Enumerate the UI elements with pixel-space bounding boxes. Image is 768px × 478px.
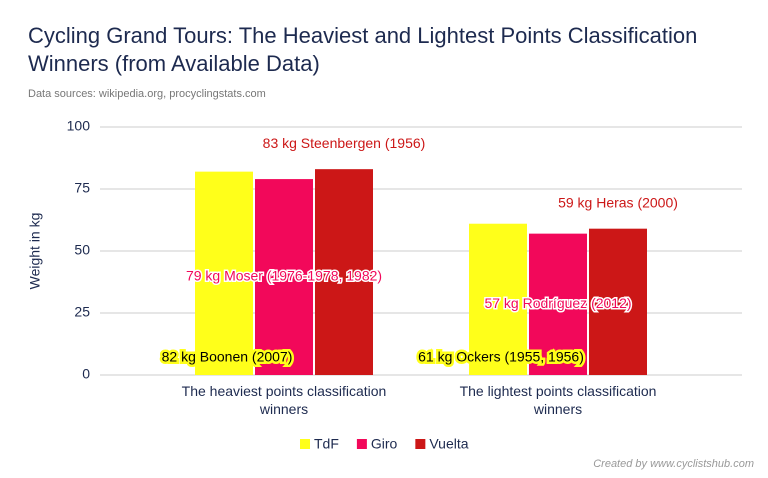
legend-label: Vuelta: [429, 436, 468, 452]
legend-label: TdF: [314, 436, 339, 452]
chart-subtitle: Data sources: wikipedia.org, procyclings…: [28, 88, 266, 100]
y-tick-label: 25: [74, 304, 90, 320]
legend-swatch: [415, 439, 426, 449]
bar: [195, 171, 253, 375]
y-tick-label: 100: [67, 118, 91, 134]
data-label: 61 kg Ockers (1955, 1956): [418, 349, 584, 365]
y-axis-label: Weight in kg: [27, 213, 43, 290]
y-tick-label: 50: [74, 242, 90, 258]
y-tick-label: 0: [82, 366, 90, 382]
data-label: 79 kg Moser (1976-1978, 1982): [186, 268, 382, 284]
credit: Created by www.cyclistshub.com: [593, 458, 754, 470]
x-tick-label-line: winners: [533, 401, 582, 417]
legend-swatch: [356, 439, 367, 449]
x-tick-label-line: The heaviest points classification: [182, 383, 387, 399]
legend-swatch: [300, 439, 310, 449]
x-tick-label-line: winners: [259, 401, 308, 417]
legend-label: Giro: [371, 436, 398, 452]
y-tick-label: 75: [74, 180, 90, 196]
chart-title: Cycling Grand Tours: The Heaviest and Li…: [28, 23, 698, 76]
data-label: 57 kg Rodríguez (2012): [484, 295, 631, 311]
x-tick-label-line: The lightest points classification: [460, 383, 657, 399]
bar: [315, 169, 373, 375]
bar: [255, 179, 313, 375]
x-tick-label: The heaviest points classification winner…: [182, 383, 387, 417]
data-label: 82 kg Boonen (2007): [162, 349, 293, 365]
bar: [529, 233, 587, 375]
bar: [589, 228, 647, 375]
bar: [469, 223, 527, 375]
x-tick-label: The lightest points classification winner…: [460, 383, 657, 417]
data-label: 59 kg Heras (2000): [558, 194, 678, 210]
data-label: 83 kg Steenbergen (1956): [263, 135, 426, 151]
